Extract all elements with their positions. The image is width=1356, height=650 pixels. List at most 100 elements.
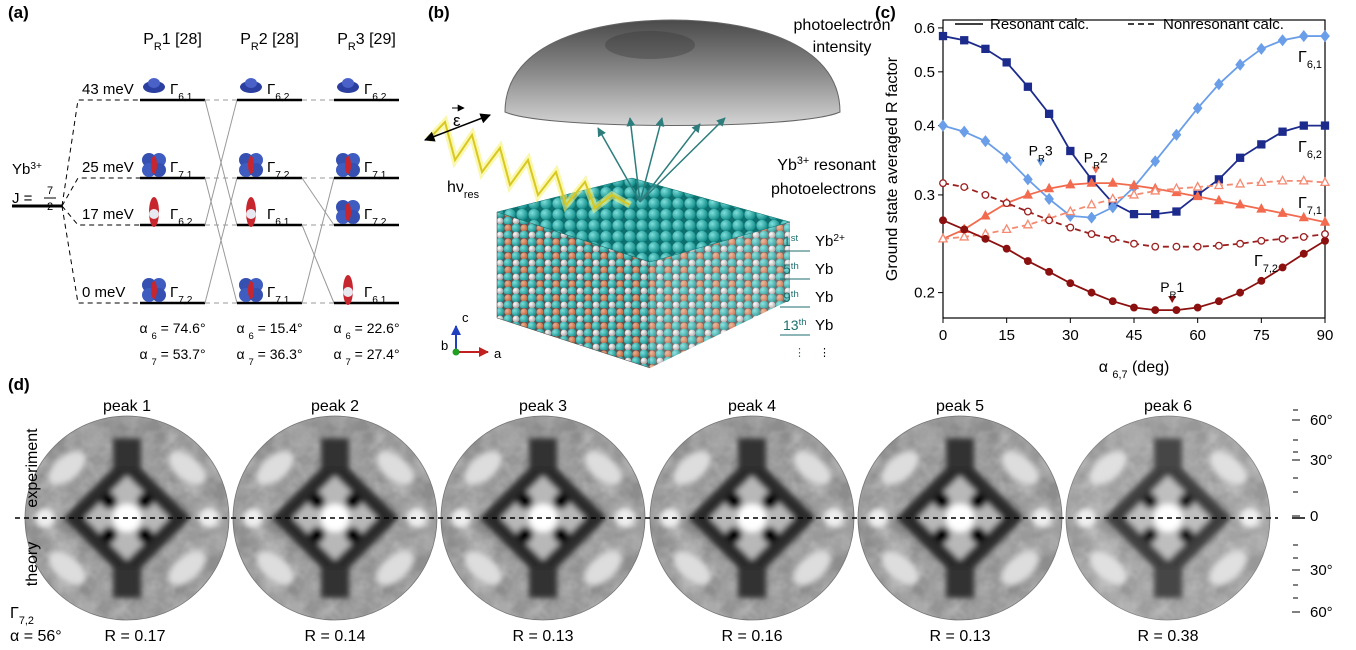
curve-label: Γ6,1 xyxy=(1298,49,1322,71)
marker xyxy=(982,192,989,199)
label-part: Γ xyxy=(170,206,178,223)
label-part: 6,2 xyxy=(372,92,386,103)
column-header: PR2 [28] xyxy=(240,31,299,53)
state-label: Γ7,2 xyxy=(10,605,34,627)
marker xyxy=(1279,236,1286,243)
j-label: J = xyxy=(12,190,33,207)
orbital-icon xyxy=(142,278,166,302)
label-part: st xyxy=(791,233,799,244)
orbital-lobe xyxy=(245,78,257,88)
marker xyxy=(1109,194,1117,202)
marker xyxy=(1216,298,1223,305)
label-part: Γ xyxy=(364,206,372,223)
marker xyxy=(1300,122,1307,129)
label-part: th xyxy=(791,289,799,300)
label-part: 2 xyxy=(1100,150,1108,166)
row-label: experiment xyxy=(24,428,41,508)
marker xyxy=(1300,250,1307,257)
label-part: 5 xyxy=(783,261,791,277)
orbital-icon xyxy=(337,78,359,93)
y-axis-title: Ground state averaged R factor xyxy=(884,56,901,281)
layer-site: Yb2+ xyxy=(815,233,845,251)
label-part: 6,2 xyxy=(275,92,289,103)
y-tick-label: 0.4 xyxy=(914,118,935,135)
marker xyxy=(1131,304,1138,311)
level-crossing xyxy=(302,178,334,303)
label-part: (deg) xyxy=(1128,359,1170,376)
label-part: 7,1 xyxy=(178,170,192,181)
orbital-lobe xyxy=(345,156,351,174)
marker xyxy=(1088,213,1096,223)
axis-label: a xyxy=(494,346,502,361)
alpha-label: α 7 = 36.3° xyxy=(236,346,302,368)
label-part: = 53.7° xyxy=(157,346,206,362)
dome-caption: intensity xyxy=(813,39,872,56)
label-part: 7,1 xyxy=(1307,205,1322,217)
orbital-icon xyxy=(336,200,360,224)
marker xyxy=(961,226,968,233)
marker xyxy=(1300,234,1307,241)
marker xyxy=(1024,83,1031,90)
label-part: 13 xyxy=(783,317,799,333)
orbital-lobe xyxy=(248,281,254,299)
marker xyxy=(1279,128,1286,135)
label-part: th xyxy=(791,261,799,272)
peak-title: peak 4 xyxy=(728,398,776,415)
marker xyxy=(1025,258,1032,265)
r-factor: R = 0.16 xyxy=(722,628,783,645)
marker xyxy=(1257,44,1265,54)
label-part: 7,2 xyxy=(1263,263,1278,275)
marker xyxy=(1237,240,1244,247)
alpha-label: α 6 = 74.6° xyxy=(139,320,205,342)
angle-tick-label: 0 xyxy=(1310,508,1318,525)
label-part: P xyxy=(1084,150,1093,166)
layer-order: 13th xyxy=(783,317,807,334)
marker xyxy=(940,180,947,187)
marker xyxy=(961,184,968,191)
angle-tick-label: 30° xyxy=(1310,562,1333,579)
energy-label: 17 meV xyxy=(82,206,134,223)
marker xyxy=(1003,200,1010,207)
energy-label: 25 meV xyxy=(82,159,134,176)
label-part: Γ xyxy=(170,81,178,98)
marker xyxy=(982,236,989,243)
label-part: 6,1 xyxy=(372,295,386,306)
label-part: 7,1 xyxy=(372,170,386,181)
label-part: 6,7 xyxy=(1112,369,1127,381)
label-part: Γ xyxy=(364,159,372,176)
alpha-label: α 6 = 15.4° xyxy=(236,320,302,342)
orbital-lobe xyxy=(149,209,159,219)
marker xyxy=(1279,176,1287,184)
label-part: α xyxy=(236,320,248,336)
marker xyxy=(1109,236,1116,243)
legend-label: Resonant calc. xyxy=(990,16,1089,33)
marker xyxy=(1322,231,1329,238)
annotation-label: PR1 xyxy=(1160,279,1184,301)
marker xyxy=(1003,59,1010,66)
r-factor: R = 0.13 xyxy=(930,628,991,645)
figure: (a)Yb3+J = 7243 meV25 meV17 meV0 meVPR1 … xyxy=(0,0,1356,650)
label-part: α xyxy=(139,320,151,336)
marker xyxy=(1130,190,1138,198)
label-part: 1 xyxy=(783,233,791,249)
label-part: 3 [29] xyxy=(356,31,396,48)
orbital-lobe xyxy=(248,156,254,174)
marker xyxy=(1024,220,1032,228)
marker xyxy=(1279,35,1287,45)
marker xyxy=(1258,278,1265,285)
marker xyxy=(1173,307,1180,314)
label-part: hν xyxy=(447,179,464,196)
orbital-lobe xyxy=(151,281,157,299)
label-part: Yb xyxy=(777,157,797,174)
label-part: Γ xyxy=(170,159,178,176)
orbital-lobe xyxy=(342,78,354,88)
marker xyxy=(1322,122,1329,129)
marker xyxy=(1279,264,1286,271)
label-part: R xyxy=(251,41,259,53)
orbital-icon xyxy=(343,275,353,305)
x-axis-title: α 6,7 (deg) xyxy=(1099,359,1170,381)
hologram-image xyxy=(441,416,645,620)
marker xyxy=(939,121,947,131)
layer-site: Yb xyxy=(815,289,833,306)
r-factor: R = 0.38 xyxy=(1138,628,1199,645)
